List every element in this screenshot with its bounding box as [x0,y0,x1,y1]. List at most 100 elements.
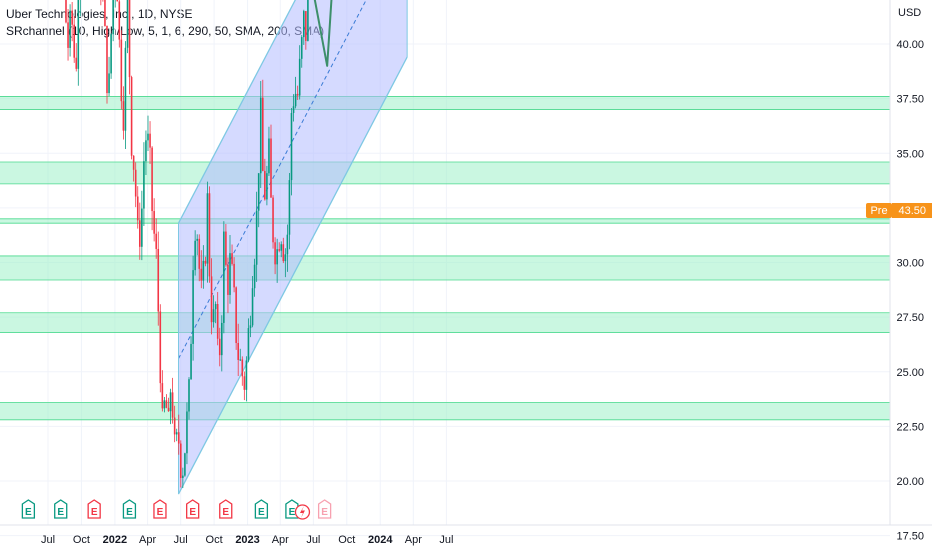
candle-body [272,197,274,243]
candle-body [147,133,149,141]
candle-body [177,432,180,444]
candle-body [171,392,174,418]
time-tick-label: Jul [41,534,55,546]
earnings-marker-shape [21,499,36,519]
candle-body [274,242,276,265]
candle-body [120,39,123,102]
earnings-marker-letter: E [258,507,265,518]
earnings-marker-letter: E [189,507,196,518]
sr-zone [0,255,890,280]
candle-body [239,359,242,361]
candle-body [249,325,252,329]
time-tick-label: Jul [306,534,320,546]
candle-body [276,249,278,265]
sr-zone [0,96,890,110]
candle-body [200,268,203,281]
candle-body [225,231,227,265]
time-tick-label: 2024 [368,534,393,546]
time-tick-label: Apr [272,534,289,546]
currency-label: USD [898,7,921,19]
earnings-marker-shape [153,499,167,519]
earnings-marker[interactable]: E [21,499,36,519]
candle-body [253,264,256,289]
sr-zone [0,312,890,333]
candle-body [132,155,135,170]
candle-body [182,475,184,478]
earnings-marker[interactable]: E [317,499,332,519]
candle-body [143,161,145,209]
candle-body [302,11,305,38]
candle-body [184,453,186,476]
earnings-marker[interactable]: E [122,499,137,519]
candle-body [192,270,194,344]
pre-market-tag-text: Pre [870,205,887,217]
candle-body [173,417,176,435]
candle-body [198,238,201,269]
earnings-marker[interactable]: E [219,499,233,519]
candle-body [229,253,231,295]
indicator-legend[interactable]: SRchannel (10, High/Low, 5, 1, 6, 290, 5… [6,24,325,38]
price-tick-label: 35.00 [896,148,924,160]
candle-body [300,37,303,59]
candle-body [305,11,307,41]
candle-body [257,173,260,211]
candle-body [202,260,205,281]
earnings-marker[interactable]: E [186,499,200,519]
price-tick-label: 27.50 [896,312,924,324]
candle-body [136,196,139,221]
dividend-marker[interactable] [294,504,311,520]
candle-body [153,211,155,234]
earnings-marker-shape [186,499,200,519]
candle-body [196,238,198,241]
candle-body [149,133,151,148]
candle-body [157,248,160,312]
candle-body [247,328,250,361]
candle-body [138,220,141,247]
price-axis [890,0,932,525]
candle-body [231,253,233,264]
candle-body [106,25,108,94]
earnings-marker[interactable]: E [54,499,68,519]
candle-body [233,263,235,288]
candle-body [165,400,168,408]
earnings-marker[interactable]: E [254,499,269,519]
candle-body [77,0,80,69]
candle-body [270,138,272,198]
earnings-marker[interactable]: E [153,499,167,519]
time-tick-label: Apr [139,534,156,546]
candle-body [278,249,280,251]
price-tick-label: 20.00 [896,476,924,488]
candle-body [128,0,131,78]
candle-body [296,93,299,96]
candle-body [307,0,309,41]
earnings-marker[interactable]: E [87,499,101,519]
sr-zone [0,218,890,224]
earnings-marker-shape [254,499,269,519]
candle-body [241,359,244,377]
candle-body [223,231,225,323]
candle-body [161,383,164,409]
candle-body [155,233,157,249]
candle-body [163,400,166,409]
candle-body [290,113,293,181]
earnings-marker-letter: E [57,507,64,518]
earnings-marker-shape [317,499,332,519]
candles [65,0,309,489]
price-tick-label: 40.00 [896,39,924,51]
candle-body [266,173,268,200]
candle-body [186,411,188,454]
candle-body [118,1,121,40]
candle-body [243,376,246,390]
channel-fill [178,0,408,495]
candle-body [294,93,297,107]
candle-body [280,244,283,251]
price-tick-label: 30.00 [896,258,924,270]
channel-upper-line [177,0,296,224]
candle-body [255,210,258,265]
candle-body [145,140,147,162]
candle-body [216,304,219,339]
candle-body [69,10,71,48]
earnings-marker-shape [54,499,68,519]
candle-body [116,0,119,2]
